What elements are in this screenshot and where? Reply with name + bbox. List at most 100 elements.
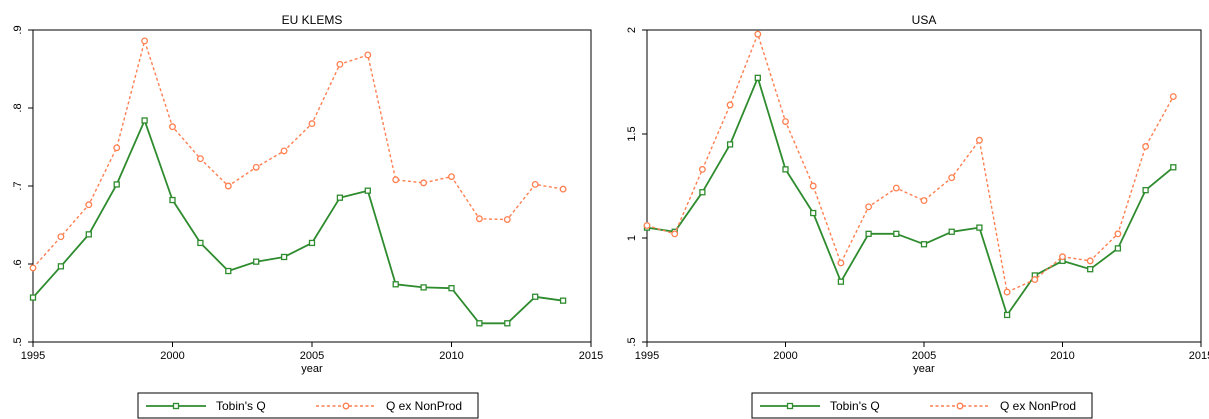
data-point [782, 166, 789, 173]
y-tick-label: .6 [12, 259, 24, 268]
data-point [85, 201, 93, 209]
plot-area [32, 29, 592, 343]
data-point [1059, 253, 1066, 261]
chart-title: EU KLEMS [282, 13, 343, 27]
data-point [85, 231, 92, 238]
data-point [837, 259, 845, 267]
data-point [141, 117, 148, 124]
data-point [1003, 288, 1011, 296]
legend-marker [172, 402, 180, 410]
x-tick-label: 2015 [579, 350, 603, 362]
y-tick-label: 1.5 [626, 126, 638, 141]
legend-entry-tobins-q: Tobin's Q [760, 399, 880, 413]
y-tick-label: .9 [12, 25, 24, 34]
data-point [1087, 266, 1094, 273]
x-tick-label: 1995 [21, 350, 45, 362]
data-point [196, 155, 204, 163]
chart-panel-2: USA 1995 2000 2005 2010 2015 year .5 1 1.5 2 Tobin'… [626, 13, 1209, 419]
data-point [1169, 93, 1177, 101]
x-tick-label: 2010 [1050, 350, 1074, 362]
data-point [532, 293, 539, 300]
legend: Tobin's Q Q ex NonProd [137, 392, 479, 419]
x-tick-label: 2015 [1189, 350, 1209, 362]
data-point [113, 144, 121, 152]
data-point [643, 222, 651, 229]
legend-label: Tobin's Q [830, 399, 880, 413]
x-tick-label: 2005 [300, 350, 324, 362]
x-tick-label: 2010 [439, 350, 463, 362]
data-point [420, 284, 427, 291]
data-point [448, 285, 455, 292]
data-point [1003, 311, 1011, 319]
series-q-ex-nonprod [29, 37, 567, 272]
data-point [364, 51, 372, 59]
data-point [726, 101, 734, 109]
data-point [559, 297, 567, 304]
data-point [754, 30, 762, 38]
data-point [336, 194, 344, 201]
data-point [810, 209, 817, 217]
y-tick-label: 1 [626, 235, 638, 241]
y-tick-label: .7 [12, 181, 24, 190]
data-point [448, 173, 455, 181]
series-line [646, 76, 1174, 316]
series-q-ex-nonprod [643, 30, 1177, 296]
data-point [169, 123, 176, 131]
chart-panel-1: EU KLEMS 1995 2000 2005 2010 2015 year .5 .6 .7 .8… [12, 13, 603, 419]
data-point [1031, 276, 1039, 284]
y-tick-label: .5 [626, 337, 638, 346]
plot-area [646, 29, 1202, 343]
x-axis-label: year [913, 363, 935, 375]
data-point [948, 228, 955, 235]
data-point [29, 264, 37, 272]
data-point [169, 196, 176, 204]
data-point [504, 320, 511, 327]
x-tick-label: 2000 [160, 350, 184, 362]
data-point [224, 182, 232, 190]
data-point [892, 184, 900, 192]
data-point [948, 174, 956, 182]
data-point [476, 320, 483, 327]
data-point [197, 239, 204, 247]
legend-label: Tobin's Q [216, 399, 266, 413]
series-tobins-q [29, 117, 567, 327]
data-point [475, 215, 483, 223]
data-point [253, 258, 260, 265]
legend: Tobin's Q Q ex NonProd [751, 392, 1093, 419]
legend-marker [956, 402, 964, 410]
data-point [726, 141, 734, 148]
data-point [252, 163, 260, 171]
data-point [809, 182, 817, 190]
data-point [975, 136, 983, 144]
data-point [865, 230, 872, 237]
legend-entry-q-ex-nonprod: Q ex NonProd [316, 399, 462, 413]
series-tobins-q [643, 74, 1177, 319]
data-point [420, 179, 428, 187]
y-tick-label: .8 [12, 103, 24, 112]
data-point [1170, 164, 1177, 171]
data-point [280, 253, 288, 261]
data-point [782, 118, 789, 125]
data-point [29, 294, 37, 301]
data-point [1142, 143, 1150, 150]
data-point [1142, 187, 1149, 194]
y-tick-label: .5 [12, 337, 24, 346]
y-tick-label: 2 [626, 27, 638, 33]
data-point [865, 203, 873, 211]
data-point [503, 216, 511, 223]
legend-label: Q ex NonProd [386, 399, 462, 413]
data-point [698, 165, 706, 173]
data-point [1114, 230, 1122, 238]
data-point [920, 197, 928, 205]
legend-label: Q ex NonProd [1000, 399, 1076, 413]
data-point [225, 267, 232, 275]
x-tick-label: 1995 [635, 350, 659, 362]
data-point [559, 185, 567, 193]
data-point [754, 74, 761, 81]
data-point [1086, 257, 1094, 265]
series-line [646, 33, 1174, 293]
data-point [976, 224, 983, 231]
legend-marker [342, 402, 350, 410]
legend-marker [786, 402, 794, 410]
